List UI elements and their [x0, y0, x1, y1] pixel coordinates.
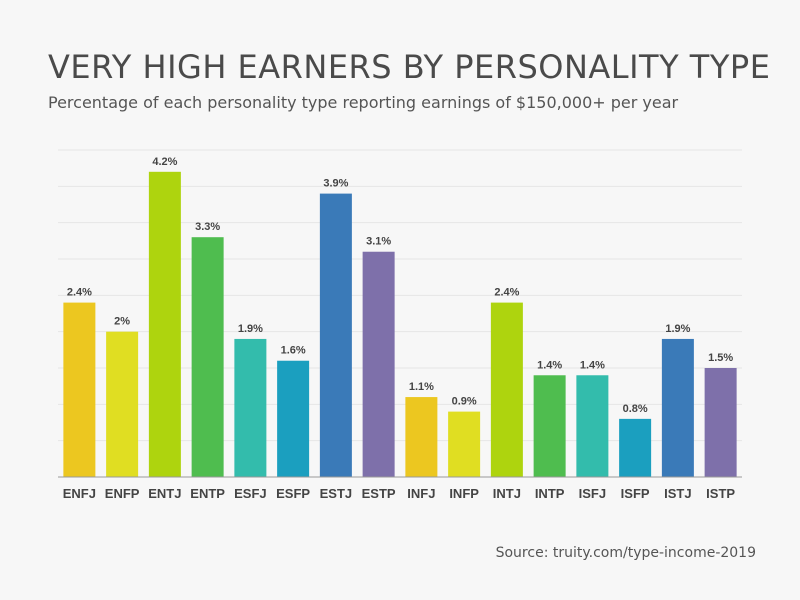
bar-enfp — [106, 331, 139, 477]
tick-label-enfj: ENFJ — [63, 486, 96, 501]
tick-label-istj: ISTJ — [664, 486, 691, 501]
bar-intp — [533, 375, 566, 477]
data-labels: 2.4% 2% 4.2% 3.3% 1.9% 1.6% 3.9% 3.1% 1.1% 0.9% 2.… — [67, 156, 734, 415]
bar-isfj — [576, 375, 609, 477]
bar-entp — [191, 237, 224, 477]
tick-label-intp: INTP — [535, 486, 565, 501]
tick-label-entp: ENTP — [190, 486, 225, 501]
data-label-entp: 3.3% — [195, 221, 220, 233]
bar-infp — [448, 411, 481, 477]
data-label-infj: 1.1% — [409, 381, 434, 393]
data-label-intp: 1.4% — [537, 359, 562, 371]
chart-title: VERY HIGH EARNERS BY PERSONALITY TYPE — [48, 48, 771, 86]
tick-label-estj: ESTJ — [320, 486, 353, 501]
x-tick-labels: ENFJ ENFP ENTJ ENTP ESFJ ESFP ESTJ ESTP INFJ INFP… — [63, 486, 736, 501]
bar-esfj — [234, 338, 267, 477]
bar-intj — [490, 302, 523, 477]
bars — [63, 171, 737, 478]
data-label-infp: 0.9% — [452, 396, 477, 408]
bar-esfp — [277, 360, 310, 477]
data-label-estj: 3.9% — [323, 178, 348, 190]
bar-istj — [661, 338, 694, 477]
tick-label-entj: ENTJ — [148, 486, 181, 501]
bar-enfj — [63, 302, 96, 477]
bar-estp — [362, 251, 395, 477]
tick-label-istp: ISTP — [706, 486, 735, 501]
tick-label-isfp: ISFP — [621, 486, 650, 501]
data-label-entj: 4.2% — [152, 156, 177, 168]
tick-label-estp: ESTP — [362, 486, 396, 501]
data-label-esfp: 1.6% — [281, 345, 306, 357]
tick-label-infj: INFJ — [407, 486, 435, 501]
bar-entj — [148, 171, 181, 478]
data-label-enfj: 2.4% — [67, 287, 92, 299]
tick-label-intj: INTJ — [493, 486, 521, 501]
tick-label-esfj: ESFJ — [234, 486, 267, 501]
bar-infj — [405, 397, 438, 477]
bar-estj — [319, 193, 352, 477]
bar-isfp — [619, 418, 652, 477]
data-label-enfp: 2% — [114, 316, 130, 328]
tick-label-isfj: ISFJ — [579, 486, 606, 501]
data-label-istp: 1.5% — [708, 352, 733, 364]
source-note: Source: truity.com/type-income-2019 — [495, 545, 756, 561]
tick-label-enfp: ENFP — [105, 486, 140, 501]
data-label-istj: 1.9% — [665, 323, 690, 335]
bar-istp — [704, 368, 737, 477]
data-label-isfj: 1.4% — [580, 359, 605, 371]
chart-subtitle: Percentage of each personality type repo… — [48, 93, 679, 112]
data-label-estp: 3.1% — [366, 236, 391, 248]
data-label-esfj: 1.9% — [238, 323, 263, 335]
data-label-intj: 2.4% — [494, 287, 519, 299]
tick-label-infp: INFP — [449, 486, 479, 501]
data-label-isfp: 0.8% — [623, 403, 648, 415]
tick-label-esfp: ESFP — [276, 486, 310, 501]
